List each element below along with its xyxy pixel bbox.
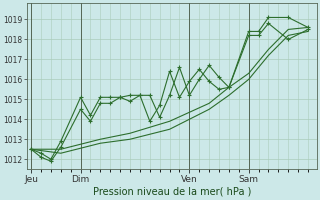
X-axis label: Pression niveau de la mer( hPa ): Pression niveau de la mer( hPa ): [92, 187, 251, 197]
